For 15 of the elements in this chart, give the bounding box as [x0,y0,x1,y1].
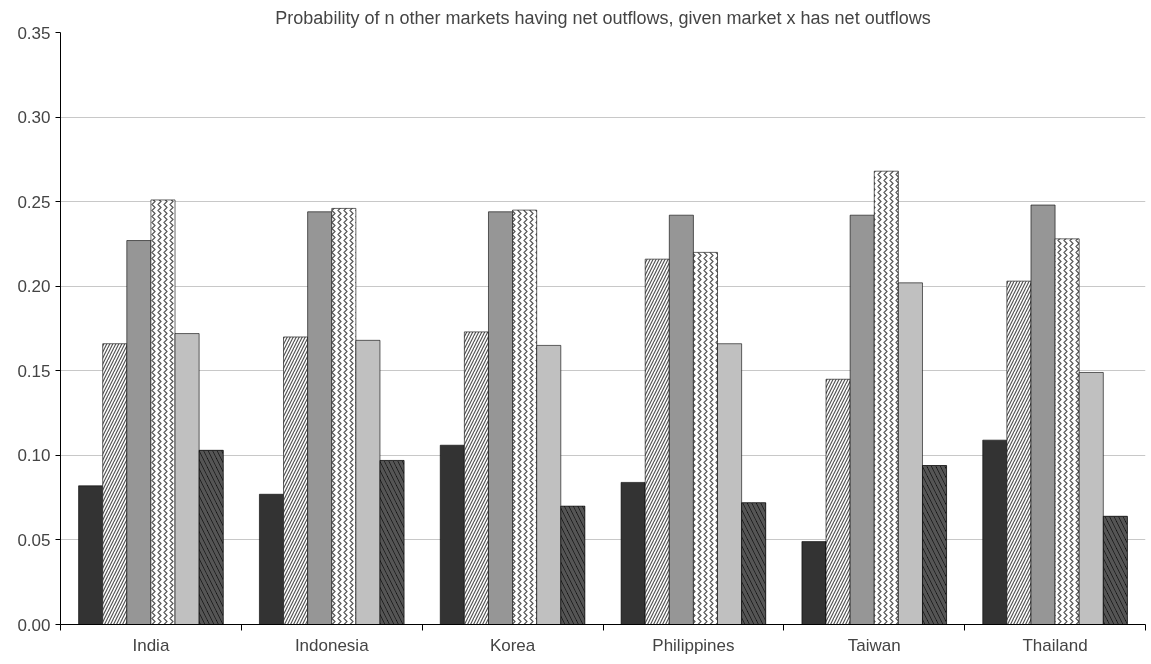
y-tick-label: 0.30 [17,108,51,128]
x-tick-label: Korea [489,635,536,655]
x-tick-label: Thailand [1022,635,1088,655]
y-tick-label: 0.15 [17,361,51,381]
chart-title: Probability of n other markets having net outflows, given market x has net outflows [275,7,931,28]
x-tick-label: Philippines [652,635,735,655]
x-tick-label: India [132,635,170,655]
y-tick-label: 0.05 [17,530,51,550]
y-tick-label: 0.20 [17,277,51,297]
y-tick-label: 0.35 [17,23,51,43]
y-tick-label: 0.25 [17,192,51,212]
x-tick-label: Taiwan [847,635,901,655]
y-tick-label: 0.10 [17,446,51,466]
y-tick-label: 0.00 [17,615,51,635]
x-tick-label: Indonesia [294,635,370,655]
